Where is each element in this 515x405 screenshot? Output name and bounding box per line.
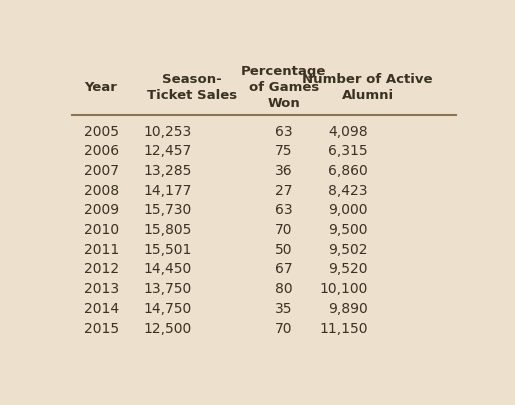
Text: Percentage
of Games
Won: Percentage of Games Won	[241, 65, 327, 110]
Text: 2015: 2015	[84, 321, 119, 335]
Text: 12,457: 12,457	[144, 144, 192, 158]
Text: 9,500: 9,500	[328, 222, 368, 237]
Text: 13,285: 13,285	[144, 164, 192, 177]
Text: 15,730: 15,730	[144, 203, 192, 217]
Text: 2013: 2013	[84, 281, 119, 295]
Text: 9,520: 9,520	[328, 262, 368, 276]
Text: 36: 36	[275, 164, 293, 177]
Text: 2014: 2014	[84, 301, 119, 315]
Text: 13,750: 13,750	[144, 281, 192, 295]
Text: 2006: 2006	[84, 144, 119, 158]
Text: 8,423: 8,423	[328, 183, 368, 197]
Text: 2005: 2005	[84, 124, 119, 138]
Text: 9,000: 9,000	[328, 203, 368, 217]
Text: 2009: 2009	[84, 203, 119, 217]
Text: 70: 70	[275, 321, 293, 335]
Text: 80: 80	[275, 281, 293, 295]
Text: 63: 63	[275, 203, 293, 217]
Text: 27: 27	[275, 183, 293, 197]
Text: Year: Year	[84, 81, 117, 94]
Text: 15,501: 15,501	[144, 242, 192, 256]
Text: 14,177: 14,177	[144, 183, 192, 197]
Text: 14,750: 14,750	[144, 301, 192, 315]
Text: 67: 67	[275, 262, 293, 276]
Text: 6,860: 6,860	[328, 164, 368, 177]
Text: 50: 50	[275, 242, 293, 256]
Text: 9,502: 9,502	[328, 242, 368, 256]
Text: 70: 70	[275, 222, 293, 237]
Text: 35: 35	[275, 301, 293, 315]
Text: Season-
Ticket Sales: Season- Ticket Sales	[147, 73, 237, 102]
Text: Number of Active
Alumni: Number of Active Alumni	[302, 73, 433, 102]
Text: 2007: 2007	[84, 164, 119, 177]
Text: 14,450: 14,450	[144, 262, 192, 276]
Text: 10,100: 10,100	[319, 281, 368, 295]
Text: 75: 75	[275, 144, 293, 158]
Text: 11,150: 11,150	[319, 321, 368, 335]
Text: 10,253: 10,253	[144, 124, 192, 138]
Text: 2012: 2012	[84, 262, 119, 276]
Text: 9,890: 9,890	[328, 301, 368, 315]
Text: 15,805: 15,805	[144, 222, 192, 237]
Text: 2011: 2011	[84, 242, 119, 256]
Text: 6,315: 6,315	[328, 144, 368, 158]
Text: 4,098: 4,098	[328, 124, 368, 138]
Text: 2008: 2008	[84, 183, 119, 197]
Text: 63: 63	[275, 124, 293, 138]
Text: 12,500: 12,500	[144, 321, 192, 335]
Text: 2010: 2010	[84, 222, 119, 237]
